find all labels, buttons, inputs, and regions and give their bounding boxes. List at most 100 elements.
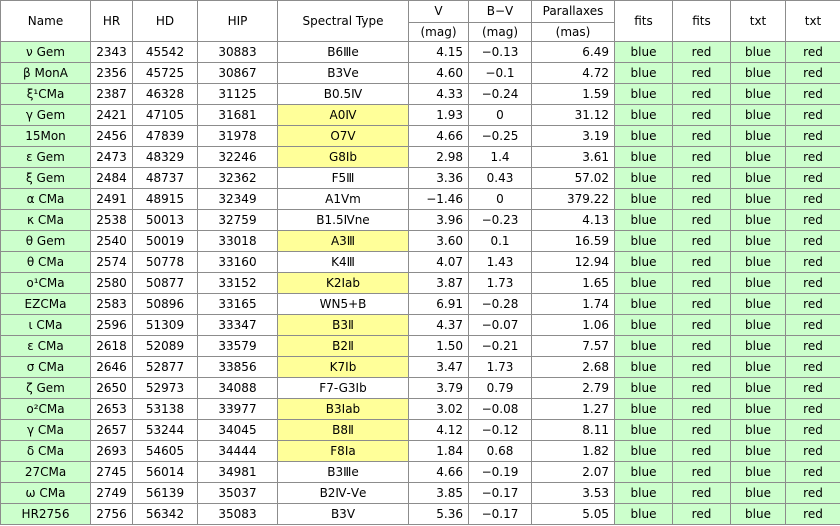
link-fits-red[interactable]: red bbox=[672, 461, 731, 483]
link-txt-blue[interactable]: blue bbox=[730, 188, 786, 210]
link-txt-blue[interactable]: blue bbox=[730, 230, 786, 252]
cell-hr: 2583 bbox=[90, 293, 133, 315]
link-txt-red[interactable]: red bbox=[785, 272, 840, 294]
link-fits-blue[interactable]: blue bbox=[614, 230, 673, 252]
link-txt-blue[interactable]: blue bbox=[730, 440, 786, 462]
link-txt-blue[interactable]: blue bbox=[730, 104, 786, 126]
link-fits-red[interactable]: red bbox=[672, 188, 731, 210]
link-fits-blue[interactable]: blue bbox=[614, 272, 673, 294]
link-fits-red[interactable]: red bbox=[672, 398, 731, 420]
link-txt-blue[interactable]: blue bbox=[730, 125, 786, 147]
link-fits-red[interactable]: red bbox=[672, 482, 731, 504]
link-txt-red[interactable]: red bbox=[785, 293, 840, 315]
link-fits-red[interactable]: red bbox=[672, 83, 731, 105]
link-fits-blue[interactable]: blue bbox=[614, 104, 673, 126]
link-txt-blue[interactable]: blue bbox=[730, 482, 786, 504]
link-txt-blue[interactable]: blue bbox=[730, 398, 786, 420]
link-txt-red[interactable]: red bbox=[785, 62, 840, 84]
link-txt-red[interactable]: red bbox=[785, 125, 840, 147]
link-fits-blue[interactable]: blue bbox=[614, 251, 673, 273]
link-fits-red[interactable]: red bbox=[672, 440, 731, 462]
link-fits-blue[interactable]: blue bbox=[614, 335, 673, 357]
link-txt-blue[interactable]: blue bbox=[730, 62, 786, 84]
link-fits-blue[interactable]: blue bbox=[614, 356, 673, 378]
link-fits-red[interactable]: red bbox=[672, 272, 731, 294]
link-fits-blue[interactable]: blue bbox=[614, 83, 673, 105]
link-txt-red[interactable]: red bbox=[785, 41, 840, 63]
link-fits-red[interactable]: red bbox=[672, 209, 731, 231]
link-fits-red[interactable]: red bbox=[672, 41, 731, 63]
link-fits-red[interactable]: red bbox=[672, 125, 731, 147]
link-txt-blue[interactable]: blue bbox=[730, 251, 786, 273]
link-txt-blue[interactable]: blue bbox=[730, 419, 786, 441]
link-txt-red[interactable]: red bbox=[785, 335, 840, 357]
link-fits-blue[interactable]: blue bbox=[614, 188, 673, 210]
link-txt-red[interactable]: red bbox=[785, 167, 840, 189]
link-txt-red[interactable]: red bbox=[785, 209, 840, 231]
link-fits-blue[interactable]: blue bbox=[614, 209, 673, 231]
link-txt-blue[interactable]: blue bbox=[730, 503, 786, 525]
link-fits-blue[interactable]: blue bbox=[614, 293, 673, 315]
link-fits-red[interactable]: red bbox=[672, 146, 731, 168]
link-txt-red[interactable]: red bbox=[785, 398, 840, 420]
link-fits-blue[interactable]: blue bbox=[614, 41, 673, 63]
link-fits-blue[interactable]: blue bbox=[614, 167, 673, 189]
link-fits-red[interactable]: red bbox=[672, 314, 731, 336]
link-txt-blue[interactable]: blue bbox=[730, 83, 786, 105]
link-txt-blue[interactable]: blue bbox=[730, 209, 786, 231]
link-fits-blue[interactable]: blue bbox=[614, 398, 673, 420]
link-txt-red[interactable]: red bbox=[785, 146, 840, 168]
link-txt-red[interactable]: red bbox=[785, 377, 840, 399]
link-txt-red[interactable]: red bbox=[785, 482, 840, 504]
cell-hd: 53244 bbox=[132, 419, 198, 441]
link-fits-red[interactable]: red bbox=[672, 503, 731, 525]
link-txt-red[interactable]: red bbox=[785, 356, 840, 378]
link-txt-red[interactable]: red bbox=[785, 314, 840, 336]
link-fits-blue[interactable]: blue bbox=[614, 146, 673, 168]
link-fits-red[interactable]: red bbox=[672, 251, 731, 273]
link-fits-red[interactable]: red bbox=[672, 230, 731, 252]
cell-spectral-type: K2Ⅰab bbox=[277, 272, 409, 294]
link-fits-red[interactable]: red bbox=[672, 167, 731, 189]
cell-v: 1.50 bbox=[408, 335, 469, 357]
link-fits-blue[interactable]: blue bbox=[614, 440, 673, 462]
link-txt-blue[interactable]: blue bbox=[730, 146, 786, 168]
link-fits-red[interactable]: red bbox=[672, 62, 731, 84]
link-txt-red[interactable]: red bbox=[785, 461, 840, 483]
link-txt-blue[interactable]: blue bbox=[730, 293, 786, 315]
link-txt-blue[interactable]: blue bbox=[730, 356, 786, 378]
link-fits-red[interactable]: red bbox=[672, 356, 731, 378]
cell-hr: 2473 bbox=[90, 146, 133, 168]
link-txt-red[interactable]: red bbox=[785, 188, 840, 210]
link-fits-red[interactable]: red bbox=[672, 293, 731, 315]
link-txt-blue[interactable]: blue bbox=[730, 377, 786, 399]
link-txt-red[interactable]: red bbox=[785, 230, 840, 252]
link-txt-blue[interactable]: blue bbox=[730, 314, 786, 336]
link-fits-red[interactable]: red bbox=[672, 377, 731, 399]
link-txt-red[interactable]: red bbox=[785, 251, 840, 273]
link-fits-red[interactable]: red bbox=[672, 104, 731, 126]
link-txt-blue[interactable]: blue bbox=[730, 272, 786, 294]
link-txt-red[interactable]: red bbox=[785, 104, 840, 126]
link-txt-red[interactable]: red bbox=[785, 419, 840, 441]
link-fits-blue[interactable]: blue bbox=[614, 419, 673, 441]
link-fits-blue[interactable]: blue bbox=[614, 461, 673, 483]
link-txt-blue[interactable]: blue bbox=[730, 461, 786, 483]
link-txt-red[interactable]: red bbox=[785, 503, 840, 525]
cell-hr: 2387 bbox=[90, 83, 133, 105]
link-fits-red[interactable]: red bbox=[672, 419, 731, 441]
link-fits-blue[interactable]: blue bbox=[614, 503, 673, 525]
link-txt-blue[interactable]: blue bbox=[730, 41, 786, 63]
link-fits-blue[interactable]: blue bbox=[614, 377, 673, 399]
link-txt-blue[interactable]: blue bbox=[730, 167, 786, 189]
link-txt-red[interactable]: red bbox=[785, 440, 840, 462]
link-txt-blue[interactable]: blue bbox=[730, 335, 786, 357]
link-fits-blue[interactable]: blue bbox=[614, 125, 673, 147]
cell-hr: 2646 bbox=[90, 356, 133, 378]
link-fits-red[interactable]: red bbox=[672, 335, 731, 357]
link-fits-blue[interactable]: blue bbox=[614, 62, 673, 84]
cell-b-v: −0.21 bbox=[468, 335, 532, 357]
link-fits-blue[interactable]: blue bbox=[614, 482, 673, 504]
link-txt-red[interactable]: red bbox=[785, 83, 840, 105]
link-fits-blue[interactable]: blue bbox=[614, 314, 673, 336]
